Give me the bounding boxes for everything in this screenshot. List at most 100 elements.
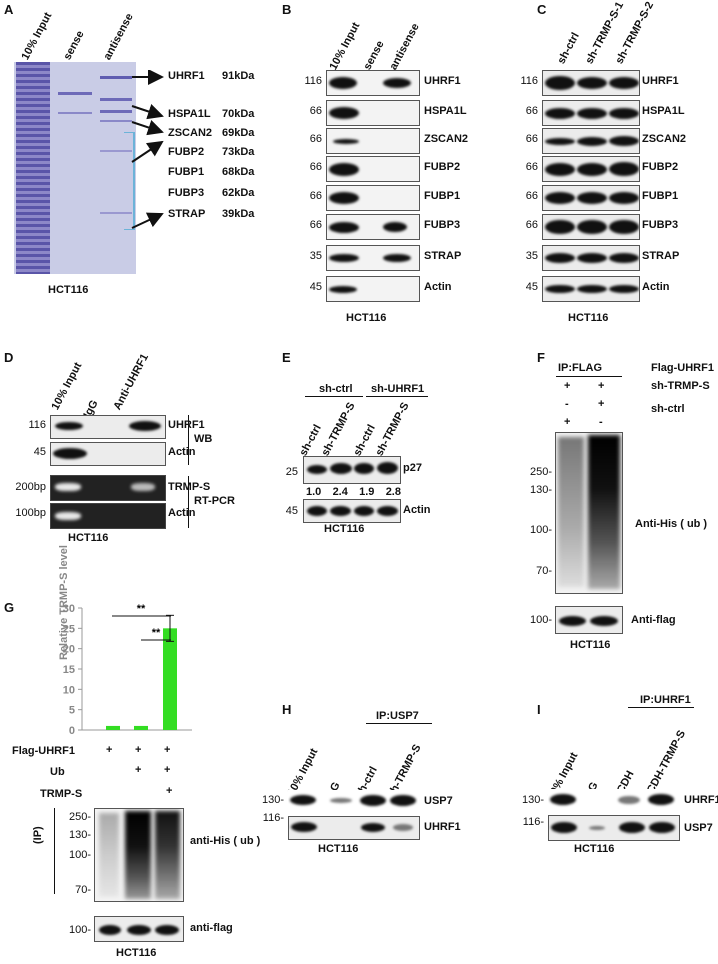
mw-marker: 116- xyxy=(522,816,544,828)
protein-label: FUBP2 xyxy=(642,161,679,173)
blot-strap xyxy=(542,245,640,271)
panel-label-i: I xyxy=(537,702,541,717)
kda-label: 62kDa xyxy=(222,187,255,199)
blot-label: Anti-His ( ub ) xyxy=(635,518,708,530)
blot-zscan2 xyxy=(542,128,640,154)
group-label-rtpcr: RT-PCR xyxy=(194,495,235,507)
blot-uhrf1 xyxy=(50,415,166,439)
mw-marker: 130- xyxy=(68,829,91,841)
y-tick-label: 10 xyxy=(63,684,75,696)
condition-value: + xyxy=(564,380,571,392)
significance-mark: ** xyxy=(137,603,146,615)
protein-label: UHRF1 xyxy=(684,794,718,806)
gel-actin xyxy=(50,503,166,529)
bar xyxy=(163,628,177,730)
condition-name: sh-ctrl xyxy=(651,403,685,415)
group-label: sh-ctrl xyxy=(319,383,353,395)
blot-fubp1 xyxy=(326,185,420,211)
mw-marker: 45 xyxy=(285,505,298,517)
blot-fubp3 xyxy=(326,214,420,240)
protein-label: STRAP xyxy=(642,250,680,262)
panel-label-a: A xyxy=(4,2,14,17)
protein-label: UHRF1 xyxy=(168,419,205,431)
mw-marker: 100- xyxy=(68,924,91,936)
mw-marker: 100- xyxy=(529,524,552,536)
mw-marker: 66 xyxy=(309,105,322,117)
mw-marker: 116 xyxy=(28,419,46,431)
kda-label: 73kDa xyxy=(222,146,255,158)
protein-label: FUBP3 xyxy=(642,219,679,231)
blot-fubp3 xyxy=(542,214,640,240)
protein-label: FUBP1 xyxy=(168,166,205,178)
mw-marker: 116 xyxy=(304,75,322,87)
protein-label: HSPA1L xyxy=(424,105,467,117)
blot-actin xyxy=(326,276,420,302)
gel-trmp-s xyxy=(50,475,166,501)
lane-label: 10% Input xyxy=(19,10,55,63)
cell-line-label: HCT116 xyxy=(574,843,615,855)
condition-value: - xyxy=(565,398,569,410)
y-axis-label: Relative TRMP-S level xyxy=(58,545,70,660)
blot-zscan2 xyxy=(326,128,420,154)
condition-value: + xyxy=(106,744,113,756)
protein-label: TRMP-S xyxy=(168,481,211,493)
mw-marker: 35 xyxy=(525,250,538,262)
cell-line-label: HCT116 xyxy=(346,312,387,324)
blot-label: Anti-flag xyxy=(631,614,676,626)
kda-label: 68kDa xyxy=(222,166,255,178)
lane-label: sense xyxy=(61,28,87,62)
mw-marker: 250- xyxy=(68,811,91,823)
bar-chart: 0 5 10 15 20 25 30 ** ** xyxy=(63,603,192,737)
blot-anti-flag xyxy=(555,606,623,634)
condition-value: + xyxy=(598,380,605,392)
mw-marker: 66 xyxy=(309,190,322,202)
y-tick-label: 30 xyxy=(63,603,75,615)
cell-line-label: HCT116 xyxy=(318,843,359,855)
condition-value: + xyxy=(598,398,605,410)
y-tick-label: 25 xyxy=(63,623,75,635)
protein-label: p27 xyxy=(403,462,422,474)
protein-label: UHRF1 xyxy=(424,75,461,87)
panel-label-g: G xyxy=(4,600,15,615)
mw-marker: 70- xyxy=(536,565,552,577)
blot-uhrf1 xyxy=(288,816,420,840)
blot-usp7 xyxy=(288,790,418,812)
lane-label: sense xyxy=(361,38,387,72)
ip-label: IP:USP7 xyxy=(376,710,419,722)
blot-uhrf1 xyxy=(542,70,640,96)
mw-marker: 250- xyxy=(529,466,552,478)
lane-label: antisense xyxy=(101,11,136,62)
mw-marker: 25 xyxy=(285,466,298,478)
protein-label: STRAP xyxy=(424,250,462,262)
lane-label: sh-ctrl xyxy=(555,30,582,66)
condition-value: - xyxy=(599,416,603,428)
blot-label: anti-flag xyxy=(190,922,233,934)
bar xyxy=(134,725,148,730)
mw-marker: 116- xyxy=(262,812,284,824)
cell-line-label: HCT116 xyxy=(570,639,611,651)
blot-p27 xyxy=(303,456,401,484)
blot-hspa1l xyxy=(542,100,640,126)
mw-marker: 45 xyxy=(525,281,538,293)
blot-actin xyxy=(542,276,640,302)
mw-marker: 130- xyxy=(529,484,552,496)
lane-label: 10% Input xyxy=(327,20,363,73)
mw-marker: 116 xyxy=(520,75,538,87)
condition-name: sh-TRMP-S xyxy=(651,380,710,392)
panel-label-h: H xyxy=(282,702,292,717)
group-label: sh-UHRF1 xyxy=(371,383,425,395)
condition-value: + xyxy=(135,744,142,756)
mw-marker: 200bp xyxy=(15,481,46,493)
quant-value: 2.4 xyxy=(332,486,348,498)
protein-label: HSPA1L xyxy=(168,108,211,120)
condition-value: + xyxy=(164,744,171,756)
blot-fubp1 xyxy=(542,185,640,211)
protein-label: ZSCAN2 xyxy=(168,127,213,139)
ip-label: IP:FLAG xyxy=(558,362,602,374)
mw-marker: 130- xyxy=(521,794,544,806)
cell-line-label: HCT116 xyxy=(48,284,89,296)
ip-label: IP:UHRF1 xyxy=(640,694,691,706)
protein-label: FUBP3 xyxy=(424,219,461,231)
blot-label: anti-His ( ub ) xyxy=(190,835,261,847)
blot-fubp2 xyxy=(326,156,420,182)
